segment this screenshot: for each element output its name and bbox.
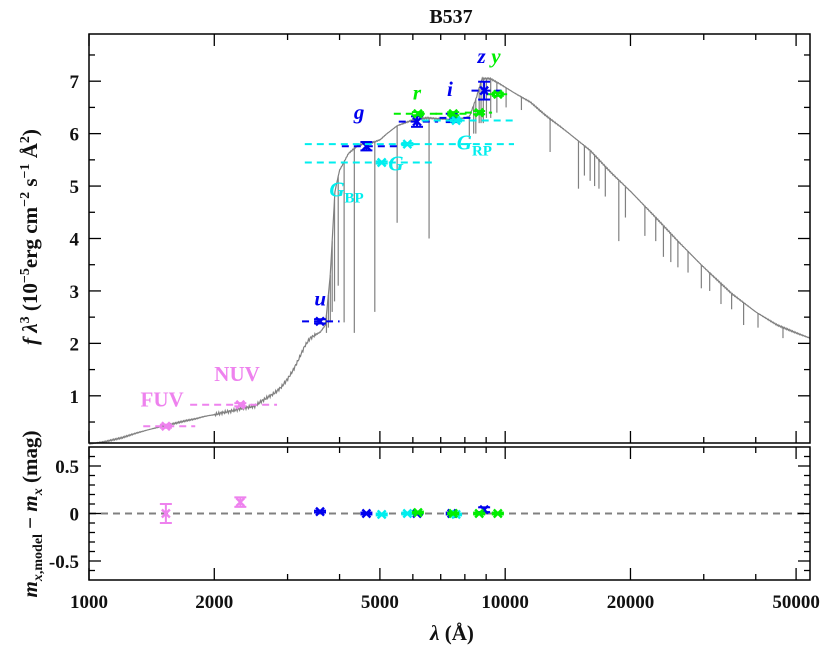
svg-text:mx,model − mx (mag): mx,model − mx (mag) (18, 431, 46, 598)
point-u (315, 506, 325, 517)
x-axis-title: λ (Å) (429, 621, 474, 645)
model-spectrum-line (88, 76, 810, 445)
band-label-g: g (353, 100, 365, 124)
x-tick-label: 10000 (481, 592, 529, 613)
point-g-bp (376, 157, 387, 168)
y-axis-title: f λ3 (10−5erg cm−2 s−1 Å2) (18, 129, 42, 345)
chart-title: B537 (429, 6, 472, 28)
band-label-nuv: NUV (214, 362, 259, 386)
point-g-rp (451, 115, 461, 126)
residual-y-tick-label: 0.5 (55, 457, 79, 478)
x-tick-label: 2000 (195, 592, 233, 613)
residual-y-tick-label: 0 (70, 505, 80, 526)
point-i (448, 508, 459, 519)
band-label-z: z (477, 44, 487, 68)
band-label-g-rp: GRP (457, 130, 492, 159)
y-tick-label: 5 (70, 177, 80, 198)
point-r (413, 507, 423, 518)
point-z (474, 107, 485, 118)
model-spectrum-layer (88, 76, 810, 445)
y-tick-label: 4 (70, 230, 80, 251)
band-label-g-bp: GBP (329, 178, 363, 207)
y-tick-label: 6 (70, 125, 80, 146)
point-g-bp (376, 509, 387, 520)
x-tick-label: 5000 (361, 592, 399, 613)
axes-layer: 1000 2000 5000 10000 20000 50000 1 2 3 4 5 6 7 -0.5 0 0… (49, 33, 820, 613)
point-y (492, 89, 503, 100)
band-label-y: y (488, 44, 501, 68)
point-z (479, 85, 489, 96)
band-labels-layer: FUV NUV u g r iz y G GRP GBP (141, 44, 502, 411)
band-label-i: i (447, 77, 453, 101)
x-tick-label: 50000 (772, 592, 820, 613)
point-z (474, 508, 485, 519)
residual-y-tick-label: -0.5 (49, 552, 79, 573)
point-y (492, 508, 503, 519)
band-label-u: u (314, 287, 326, 311)
photometry-layer (143, 80, 515, 432)
band-label-fuv: FUV (141, 387, 184, 411)
band-label-g: G (388, 151, 403, 175)
residual-layer (89, 496, 810, 524)
point-g (361, 508, 372, 519)
point-u (315, 316, 325, 327)
point-r (412, 116, 422, 127)
residual-axis-title: mx,model − mx (mag) (18, 431, 46, 598)
y-tick-label: 2 (70, 334, 80, 355)
svg-text:f λ3 (10−5erg cm−2 s−1 Å2): f λ3 (10−5erg cm−2 s−1 Å2) (18, 129, 42, 345)
x-tick-label: 1000 (70, 592, 108, 613)
point-fuv (161, 421, 171, 432)
point-g (402, 508, 413, 519)
point-i (448, 108, 459, 119)
point-fuv (161, 508, 171, 519)
point-nuv (235, 399, 246, 410)
y-tick-label: 7 (70, 72, 80, 93)
point-g (402, 139, 413, 149)
x-tick-label: 20000 (607, 592, 655, 613)
band-label-r: r (413, 81, 422, 105)
y-tick-label: 1 (70, 387, 80, 408)
point-r (413, 108, 423, 119)
point-nuv (235, 497, 246, 507)
y-tick-label: 3 (70, 282, 80, 303)
